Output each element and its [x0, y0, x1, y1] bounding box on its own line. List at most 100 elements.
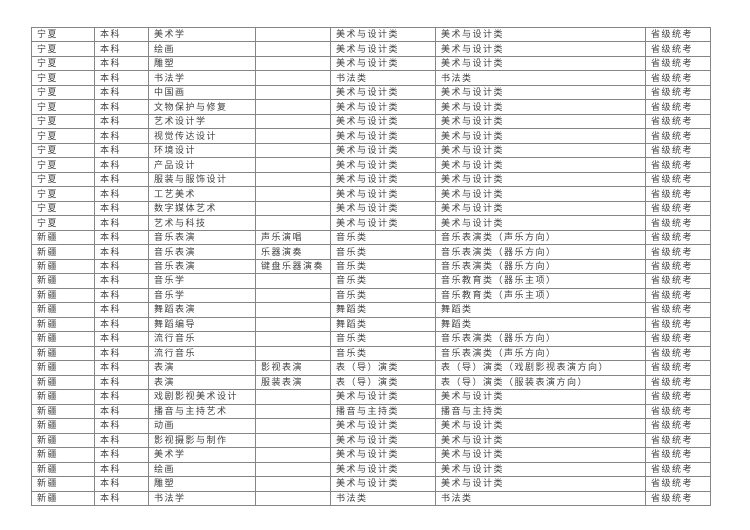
cell-exam-category: 美术与设计类 — [330, 461, 436, 478]
cell-major: 影视摄影与制作 — [148, 432, 256, 449]
cell-exam-type: 省级统考 — [645, 374, 711, 391]
cell-statewide-category: 美术与设计类 — [435, 113, 646, 130]
cell-level: 本科 — [94, 461, 149, 478]
cell-exam-type: 省级统考 — [645, 186, 711, 202]
cell-province: 新疆 — [31, 403, 95, 420]
cell-province: 新疆 — [31, 461, 95, 478]
cell-major: 雕塑 — [148, 475, 256, 492]
cell-exam-type: 省级统考 — [645, 490, 711, 506]
cell-province: 新疆 — [31, 258, 95, 275]
cell-level: 本科 — [94, 26, 149, 43]
cell-direction — [255, 171, 331, 188]
table-row: 宁夏 本科 雕塑 美术与设计类 美术与设计类 省级统考 — [31, 55, 711, 72]
cell-exam-type: 省级统考 — [645, 258, 711, 275]
cell-province: 新疆 — [31, 447, 95, 463]
cell-direction — [255, 389, 331, 405]
cell-major: 音乐表演 — [148, 244, 256, 260]
cell-major: 绘画 — [148, 461, 256, 478]
cell-province: 新疆 — [31, 244, 95, 260]
cell-major: 服装与服饰设计 — [148, 171, 256, 188]
cell-exam-type: 省级统考 — [645, 70, 711, 86]
cell-exam-category: 书法类 — [330, 70, 436, 86]
cell-direction — [255, 215, 331, 231]
cell-statewide-category: 音乐表演类（声乐方向） — [435, 345, 646, 362]
cell-level: 本科 — [94, 186, 149, 202]
cell-province: 新疆 — [31, 229, 95, 246]
cell-exam-category: 美术与设计类 — [330, 99, 436, 115]
cell-exam-type: 省级统考 — [645, 215, 711, 231]
table-row: 宁夏 本科 服装与服饰设计 美术与设计类 美术与设计类 省级统考 — [31, 171, 711, 188]
cell-statewide-category: 美术与设计类 — [435, 99, 646, 115]
cell-exam-category: 美术与设计类 — [330, 26, 436, 43]
table-row: 新疆 本科 戏剧影视美术设计 美术与设计类 美术与设计类 省级统考 — [31, 389, 711, 405]
cell-direction — [255, 128, 331, 144]
cell-major: 舞蹈编导 — [148, 316, 256, 333]
cell-level: 本科 — [94, 258, 149, 275]
cell-level: 本科 — [94, 229, 149, 246]
table-row: 新疆 本科 音乐表演 声乐演唱 音乐类 音乐表演类（声乐方向） 省级统考 — [31, 229, 711, 246]
cell-statewide-category: 表（导）演类（戏剧影视表演方向） — [435, 360, 646, 376]
cell-direction — [255, 432, 331, 449]
cell-province: 新疆 — [31, 360, 95, 376]
cell-major: 美术学 — [148, 447, 256, 463]
cell-exam-category: 美术与设计类 — [330, 157, 436, 173]
cell-level: 本科 — [94, 142, 149, 159]
cell-province: 宁夏 — [31, 157, 95, 173]
cell-statewide-category: 美术与设计类 — [435, 128, 646, 144]
cell-direction — [255, 345, 331, 362]
cell-province: 宁夏 — [31, 26, 95, 43]
cell-exam-category: 音乐类 — [330, 331, 436, 347]
cell-level: 本科 — [94, 360, 149, 376]
cell-province: 宁夏 — [31, 99, 95, 115]
cell-level: 本科 — [94, 157, 149, 173]
cell-province: 新疆 — [31, 389, 95, 405]
cell-statewide-category: 美术与设计类 — [435, 200, 646, 217]
cell-level: 本科 — [94, 432, 149, 449]
table-row: 新疆 本科 书法学 书法类 书法类 省级统考 — [31, 490, 711, 506]
cell-exam-category: 音乐类 — [330, 273, 436, 289]
cell-direction — [255, 475, 331, 492]
cell-exam-type: 省级统考 — [645, 403, 711, 420]
cell-statewide-category: 书法类 — [435, 70, 646, 86]
cell-major: 音乐表演 — [148, 229, 256, 246]
cell-exam-category: 美术与设计类 — [330, 128, 436, 144]
cell-direction — [255, 70, 331, 86]
cell-direction: 影视表演 — [255, 360, 331, 376]
cell-province: 新疆 — [31, 331, 95, 347]
cell-exam-category: 音乐类 — [330, 287, 436, 304]
cell-province: 宁夏 — [31, 55, 95, 72]
cell-exam-type: 省级统考 — [645, 26, 711, 43]
cell-level: 本科 — [94, 244, 149, 260]
cell-direction — [255, 41, 331, 57]
cell-direction: 声乐演唱 — [255, 229, 331, 246]
cell-major: 文物保护与修复 — [148, 99, 256, 115]
cell-exam-category: 音乐类 — [330, 258, 436, 275]
cell-exam-type: 省级统考 — [645, 432, 711, 449]
cell-statewide-category: 美术与设计类 — [435, 84, 646, 101]
cell-province: 新疆 — [31, 490, 95, 506]
cell-exam-category: 美术与设计类 — [330, 142, 436, 159]
cell-direction — [255, 418, 331, 434]
table-row: 新疆 本科 绘画 美术与设计类 美术与设计类 省级统考 — [31, 461, 711, 478]
cell-major: 流行音乐 — [148, 345, 256, 362]
table-row: 宁夏 本科 产品设计 美术与设计类 美术与设计类 省级统考 — [31, 157, 711, 173]
table-row: 新疆 本科 美术学 美术与设计类 美术与设计类 省级统考 — [31, 447, 711, 463]
cell-exam-category: 舞蹈类 — [330, 316, 436, 333]
cell-direction — [255, 113, 331, 130]
table-row: 宁夏 本科 中国画 美术与设计类 美术与设计类 省级统考 — [31, 84, 711, 101]
table-row: 新疆 本科 音乐表演 乐器演奏 音乐类 音乐表演类（器乐方向） 省级统考 — [31, 244, 711, 260]
cell-major: 音乐学 — [148, 273, 256, 289]
cell-exam-category: 美术与设计类 — [330, 186, 436, 202]
cell-level: 本科 — [94, 475, 149, 492]
cell-major: 雕塑 — [148, 55, 256, 72]
cell-major: 美术学 — [148, 26, 256, 43]
cell-direction — [255, 186, 331, 202]
cell-statewide-category: 美术与设计类 — [435, 26, 646, 43]
cell-statewide-category: 音乐表演类（器乐方向） — [435, 331, 646, 347]
cell-exam-type: 省级统考 — [645, 447, 711, 463]
cell-statewide-category: 音乐教育类（声乐主项） — [435, 287, 646, 304]
cell-exam-category: 书法类 — [330, 490, 436, 506]
cell-level: 本科 — [94, 99, 149, 115]
cell-statewide-category: 音乐教育类（器乐主项） — [435, 273, 646, 289]
cell-statewide-category: 美术与设计类 — [435, 41, 646, 57]
